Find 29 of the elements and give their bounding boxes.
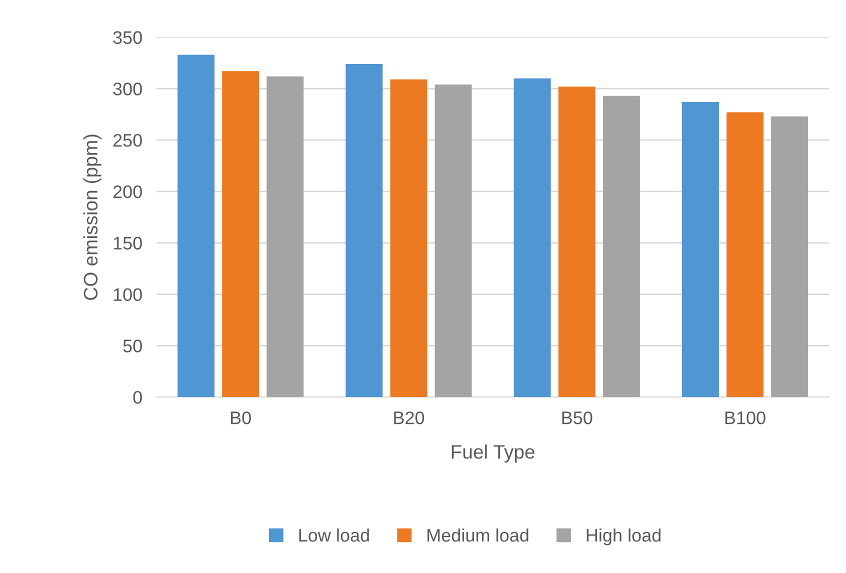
x-tick-label: B50 bbox=[562, 411, 592, 424]
x-axis-title: Fuel Type bbox=[452, 444, 534, 463]
x-tick-label: B100 bbox=[725, 411, 766, 424]
y-tick-label: 350 bbox=[113, 31, 142, 44]
legend-label: Low load bbox=[299, 528, 369, 542]
bar bbox=[682, 102, 719, 398]
bar bbox=[771, 116, 808, 398]
bar bbox=[434, 84, 472, 398]
y-tick-label: 200 bbox=[113, 185, 142, 198]
y-tick-label: 250 bbox=[113, 134, 142, 147]
y-tick-label: 300 bbox=[113, 82, 142, 96]
bar bbox=[178, 54, 215, 398]
y-axis-title: CO emission (ppm) bbox=[83, 134, 102, 300]
bar bbox=[390, 79, 428, 398]
y-tick-label: 0 bbox=[133, 391, 142, 404]
bar bbox=[602, 96, 640, 398]
legend-label: High load bbox=[586, 528, 661, 546]
bar bbox=[558, 86, 596, 398]
y-tick-label: 150 bbox=[114, 236, 142, 250]
bar bbox=[514, 78, 551, 398]
x-tick-label: B0 bbox=[231, 411, 251, 424]
legend-label: Medium load bbox=[428, 528, 528, 542]
x-tick-label: B20 bbox=[394, 411, 424, 424]
bar bbox=[266, 76, 304, 398]
y-tick-label: 100 bbox=[114, 288, 142, 301]
bar bbox=[346, 64, 383, 398]
bar bbox=[222, 71, 260, 398]
bar bbox=[726, 112, 764, 398]
y-tick-label: 50 bbox=[123, 340, 142, 352]
